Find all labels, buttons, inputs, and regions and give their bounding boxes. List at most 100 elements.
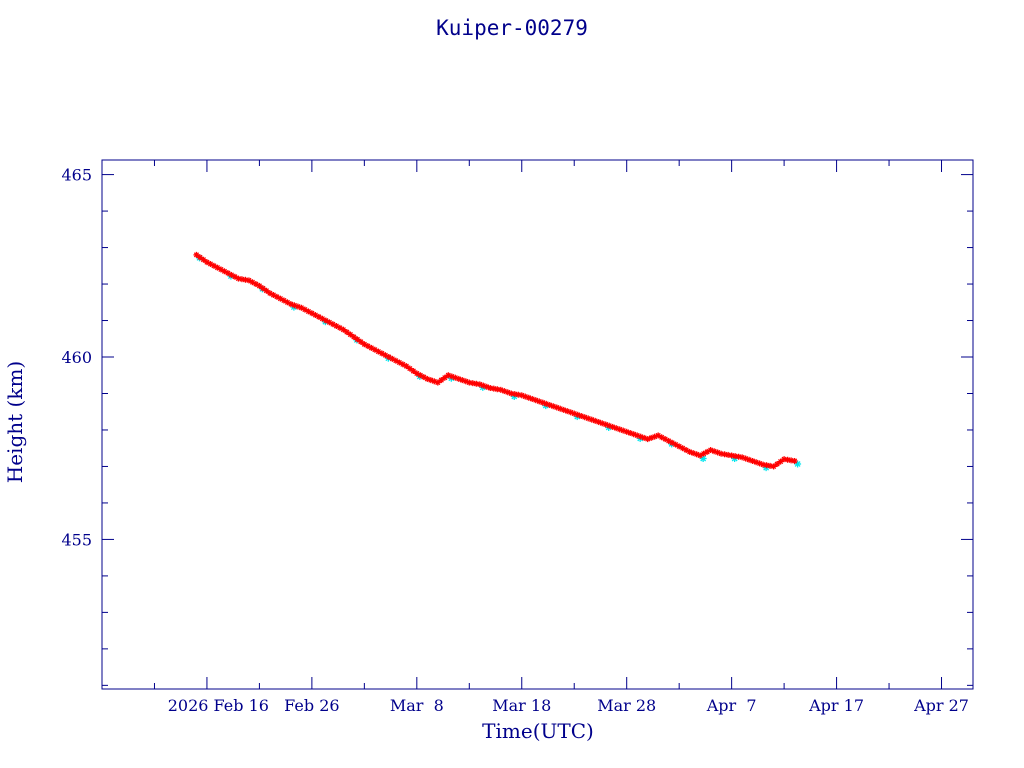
data-point-stroke: [421, 374, 427, 380]
data-point-stroke: [225, 270, 231, 276]
data-point-stroke: [228, 272, 235, 278]
data-point-stroke: [463, 378, 469, 384]
x-tick-label: Apr 7: [706, 696, 757, 715]
data-point-stroke: [256, 283, 262, 289]
data-point-stroke: [669, 440, 675, 446]
data-point-stroke: [407, 365, 413, 372]
data-point-stroke: [557, 406, 563, 412]
data-point-stroke: [284, 299, 290, 305]
data-point-stroke: [270, 292, 276, 298]
data-point: [739, 454, 746, 461]
data-point-stroke: [361, 341, 367, 347]
data-point-stroke: [211, 263, 217, 269]
y-tick-label: 455: [61, 530, 92, 549]
data-point-stroke: [246, 277, 252, 283]
data-point-stroke: [561, 407, 567, 413]
data-point-stroke: [687, 449, 693, 455]
data-point: [560, 406, 567, 413]
data-point-stroke: [232, 274, 238, 280]
data-point: [196, 254, 203, 261]
data-point-stroke: [449, 373, 455, 380]
data-point-stroke: [606, 423, 612, 429]
x-axis-label: Time(UTC): [482, 719, 594, 743]
data-point-stroke: [344, 329, 350, 335]
data-point-stroke: [288, 301, 294, 307]
data-point-stroke: [596, 419, 602, 425]
x-tick-label: Mar 28: [597, 696, 656, 715]
data-point-stroke: [746, 457, 752, 463]
data-point: [403, 363, 410, 370]
data-point-stroke: [666, 438, 672, 444]
data-point-stroke: [711, 448, 717, 454]
data-point-stroke: [613, 425, 619, 431]
data-point-stroke: [655, 432, 661, 439]
data-point-stroke: [302, 306, 308, 313]
data-point-stroke: [312, 312, 318, 318]
data-point-stroke: [218, 266, 224, 273]
data-point: [256, 282, 263, 289]
data-point: [508, 390, 515, 397]
data-point-stroke: [659, 434, 665, 440]
data-point: [791, 457, 798, 464]
data-point-stroke: [505, 389, 511, 395]
chart-title: Kuiper-00279: [436, 16, 588, 40]
data-point-stroke: [582, 414, 588, 420]
data-point-stroke: [200, 257, 207, 263]
data-point-stroke: [774, 461, 780, 467]
data-point: [259, 285, 266, 292]
data-point: [354, 336, 361, 343]
data-point-stroke: [673, 441, 679, 448]
data-point-stroke: [778, 459, 784, 465]
data-point-stroke: [743, 455, 749, 462]
data-point: [238, 276, 245, 283]
data-point-stroke: [379, 350, 385, 356]
data-point-stroke: [214, 265, 221, 271]
data-point: [263, 287, 270, 294]
data-point-stroke: [700, 455, 707, 462]
data-point-stroke: [267, 290, 273, 296]
data-point-stroke: [396, 359, 402, 366]
data-point: [774, 461, 781, 468]
data-point-stroke: [309, 310, 315, 316]
data-point-stroke: [333, 323, 339, 329]
data-point-stroke: [771, 463, 777, 470]
data-point-stroke: [372, 347, 378, 353]
x-tick-label: 2026 Feb 16: [168, 696, 269, 715]
data-point-stroke: [641, 435, 647, 441]
data-point-stroke: [197, 254, 203, 260]
data-point-stroke: [410, 368, 416, 374]
data-point-stroke: [564, 408, 570, 414]
x-tick-label: Feb 26: [284, 696, 339, 715]
data-point-stroke: [522, 393, 528, 400]
data-point-stroke: [624, 429, 630, 435]
x-tick-label: Mar 18: [492, 696, 551, 715]
data-point-stroke: [536, 398, 542, 404]
data-point-stroke: [708, 447, 714, 453]
data-point: [193, 251, 200, 258]
data-point-stroke: [277, 296, 283, 302]
data-point-stroke: [792, 458, 798, 464]
data-point-stroke: [274, 294, 280, 300]
data-point: [343, 329, 350, 336]
data-point-stroke: [417, 372, 423, 378]
data-point-stroke: [207, 261, 214, 267]
data-point-stroke: [634, 432, 640, 439]
data-point-stroke: [295, 303, 301, 310]
data-point-stroke: [340, 327, 346, 333]
data-point-stroke: [347, 331, 353, 338]
data-point-stroke: [319, 316, 325, 322]
data-point-stroke: [193, 252, 200, 258]
data-point-stroke: [442, 375, 448, 381]
data-point-stroke: [715, 449, 721, 456]
data-point-stroke: [585, 415, 591, 422]
data-point-stroke: [249, 279, 255, 285]
data-point-stroke: [683, 447, 689, 453]
data-point-stroke: [617, 426, 623, 432]
data-point-stroke: [445, 372, 451, 378]
data-point-stroke: [389, 356, 395, 362]
data-point-stroke: [354, 336, 360, 342]
y-tick-label: 465: [61, 166, 92, 185]
data-point-stroke: [638, 434, 644, 440]
plot-frame: [101, 159, 974, 690]
data-point-stroke: [452, 375, 458, 381]
